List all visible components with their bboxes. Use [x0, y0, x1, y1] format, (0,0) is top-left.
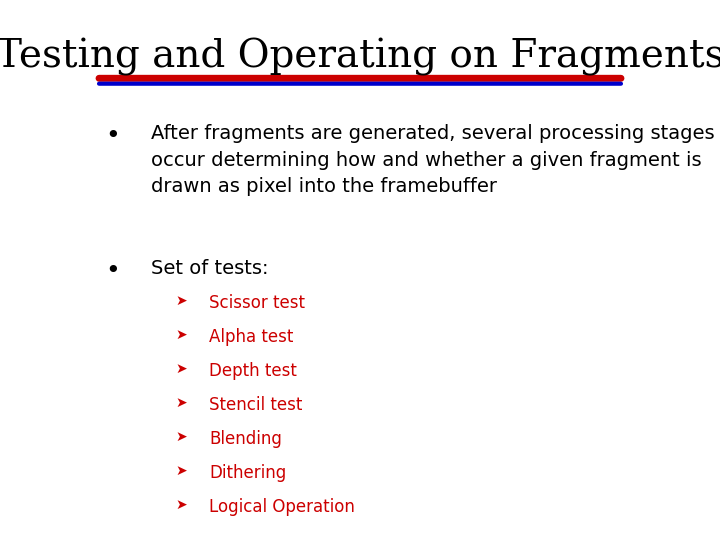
Text: Testing and Operating on Fragments: Testing and Operating on Fragments: [0, 38, 720, 76]
Text: ➤: ➤: [176, 362, 187, 376]
Text: •: •: [105, 124, 120, 148]
Text: Blending: Blending: [209, 430, 282, 448]
Text: Alpha test: Alpha test: [209, 328, 293, 346]
Text: •: •: [105, 259, 120, 283]
Text: ➤: ➤: [176, 464, 187, 478]
Text: Depth test: Depth test: [209, 362, 297, 380]
Text: Stencil test: Stencil test: [209, 396, 302, 414]
Text: ➤: ➤: [176, 498, 187, 512]
Text: ➤: ➤: [176, 294, 187, 308]
Text: Dithering: Dithering: [209, 464, 286, 482]
Text: ➤: ➤: [176, 328, 187, 342]
Text: Scissor test: Scissor test: [209, 294, 305, 312]
Text: Logical Operation: Logical Operation: [209, 498, 355, 516]
Text: Set of tests:: Set of tests:: [151, 259, 269, 278]
Text: ➤: ➤: [176, 430, 187, 444]
Text: After fragments are generated, several processing stages
occur determining how a: After fragments are generated, several p…: [151, 124, 715, 196]
Text: ➤: ➤: [176, 396, 187, 410]
